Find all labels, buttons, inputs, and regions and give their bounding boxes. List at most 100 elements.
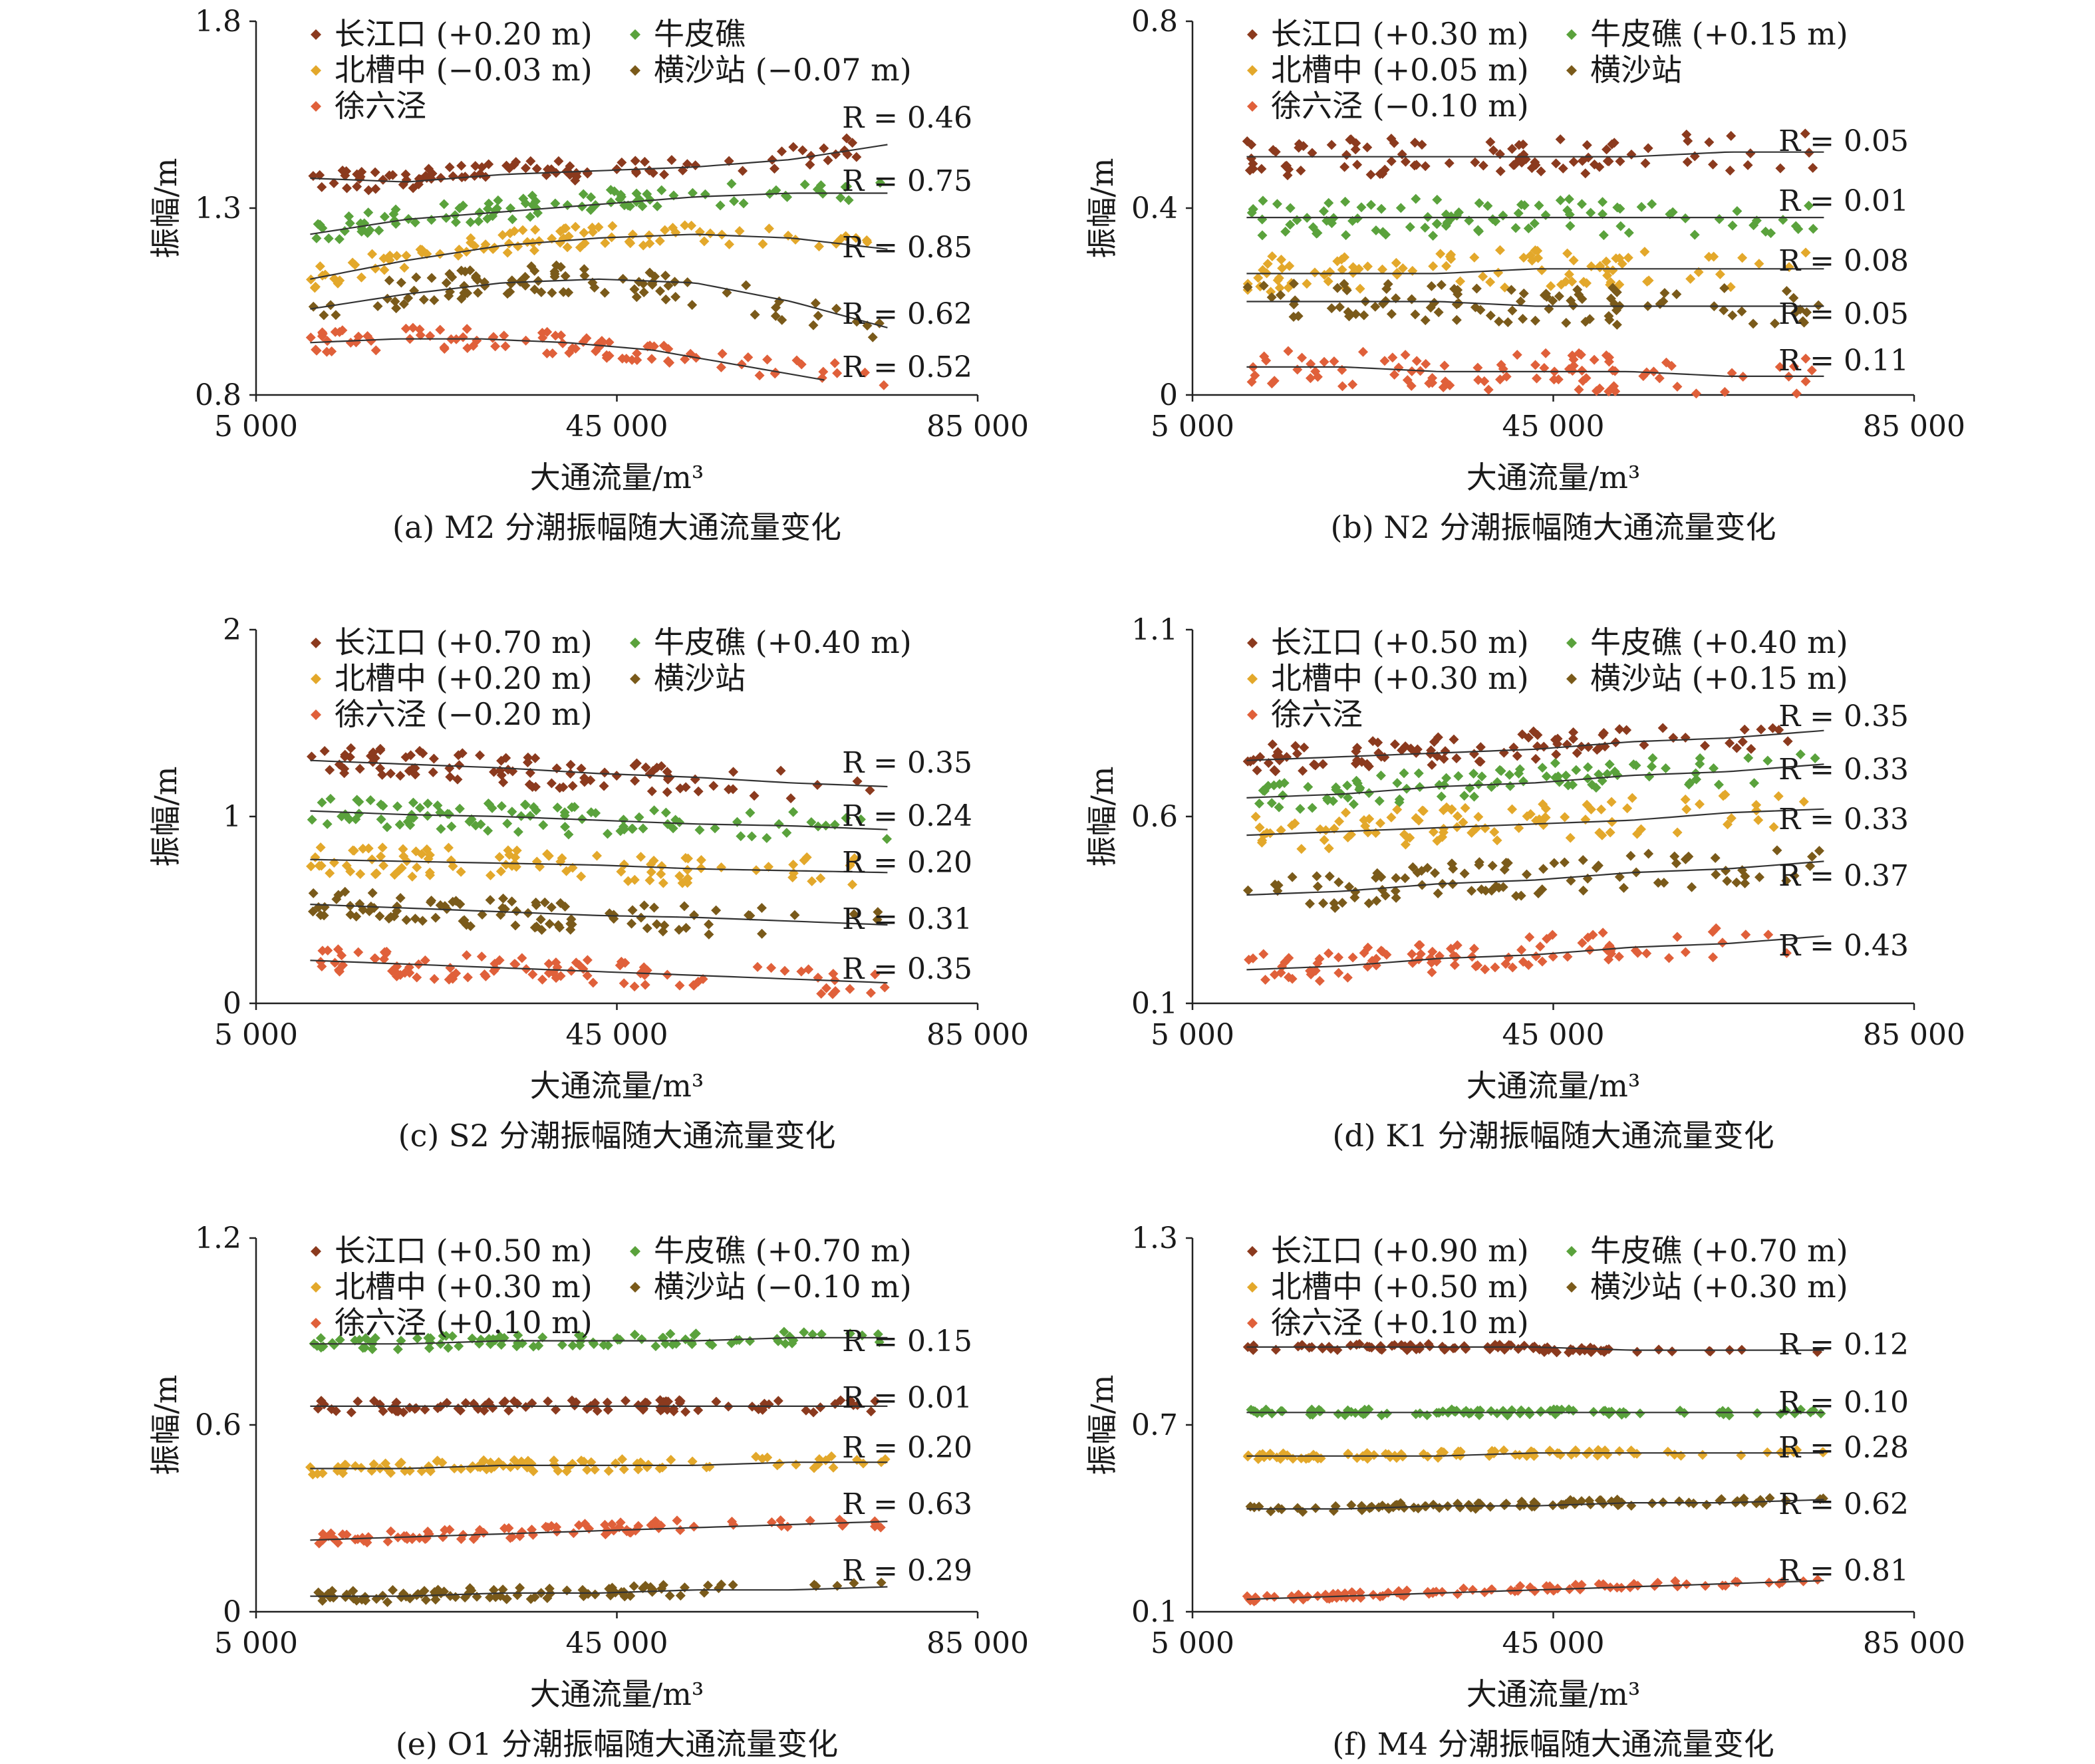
data-point	[1447, 879, 1458, 890]
data-point	[1722, 819, 1733, 830]
fit-line	[1246, 729, 1824, 761]
data-point	[1431, 1586, 1441, 1597]
data-point	[382, 1536, 393, 1547]
data-point	[1342, 972, 1353, 983]
data-point	[435, 1338, 446, 1349]
data-point	[356, 1462, 366, 1473]
data-point	[554, 922, 565, 933]
data-point	[331, 1406, 341, 1416]
data-point	[392, 251, 402, 261]
data-point	[1324, 197, 1334, 208]
data-point	[498, 1398, 509, 1408]
data-point	[1441, 261, 1452, 271]
data-point	[430, 912, 441, 923]
data-point	[1350, 144, 1361, 155]
data-point	[674, 1395, 684, 1406]
series-3	[1245, 1493, 1828, 1517]
data-point	[1435, 249, 1446, 259]
data-point	[1671, 858, 1682, 868]
data-point	[1417, 140, 1427, 150]
data-point	[464, 1587, 474, 1598]
data-point	[1507, 962, 1518, 973]
data-point	[339, 226, 350, 237]
data-point	[1356, 202, 1367, 213]
data-point	[1427, 946, 1438, 957]
x-tick-label: 85 000	[926, 1626, 1029, 1660]
data-point	[425, 1333, 436, 1344]
data-point	[1358, 346, 1369, 357]
y-axis-label: 振幅/m	[1084, 766, 1120, 866]
r-value-label: R = 0.52	[842, 350, 972, 384]
data-point	[567, 1395, 577, 1406]
data-point	[662, 819, 673, 829]
data-point	[1672, 1581, 1683, 1592]
legend-marker-icon	[311, 674, 321, 684]
y-tick-label: 0.8	[1131, 5, 1178, 39]
data-point	[693, 1405, 704, 1416]
data-point	[504, 163, 515, 174]
data-point	[356, 272, 366, 283]
data-point	[1550, 773, 1561, 783]
data-point	[1342, 780, 1353, 791]
data-point	[1746, 743, 1756, 754]
data-point	[1391, 257, 1401, 268]
data-point	[535, 914, 546, 925]
data-point	[551, 260, 562, 271]
y-tick-label: 0.6	[1131, 800, 1178, 834]
series-4	[310, 1515, 888, 1549]
data-point	[350, 1335, 360, 1346]
data-point	[1770, 318, 1780, 329]
data-point	[337, 811, 347, 822]
data-point	[1390, 886, 1401, 896]
data-point	[483, 825, 493, 836]
data-point	[1270, 969, 1280, 980]
x-tick-label: 45 000	[1502, 1626, 1605, 1660]
data-point	[1564, 1347, 1574, 1358]
data-point	[500, 341, 511, 352]
data-point	[758, 239, 768, 249]
fit-line	[1246, 1499, 1824, 1510]
data-point	[1695, 759, 1705, 769]
data-point	[710, 823, 720, 834]
data-point	[422, 811, 433, 821]
data-point	[773, 819, 784, 829]
data-point	[1334, 816, 1345, 826]
data-point	[567, 781, 578, 791]
data-point	[420, 1404, 430, 1415]
data-point	[337, 165, 348, 176]
data-point	[443, 842, 454, 853]
data-point	[498, 777, 509, 788]
data-point	[1789, 361, 1800, 372]
fit-line	[310, 1586, 888, 1597]
data-point	[1536, 166, 1546, 177]
data-point	[1715, 269, 1725, 279]
data-point	[1565, 1495, 1576, 1505]
data-point	[498, 893, 509, 904]
data-point	[1363, 761, 1374, 772]
data-point	[616, 956, 627, 967]
data-point	[1602, 144, 1612, 155]
data-point	[1536, 265, 1547, 275]
r-value-label: R = 0.28	[1778, 1431, 1909, 1465]
data-point	[1405, 743, 1416, 754]
data-point	[1276, 255, 1286, 265]
data-point	[1726, 130, 1737, 141]
data-point	[1397, 263, 1408, 273]
data-point	[789, 910, 800, 920]
data-point	[315, 261, 325, 271]
data-point	[716, 1579, 727, 1590]
data-point	[452, 774, 463, 785]
data-point	[352, 1396, 363, 1407]
data-point	[556, 330, 567, 340]
data-point	[1719, 386, 1730, 397]
data-point	[1680, 854, 1691, 864]
data-point	[367, 1344, 378, 1354]
data-point	[1288, 279, 1299, 289]
data-point	[621, 1396, 631, 1406]
data-point	[734, 226, 745, 237]
data-point	[480, 971, 491, 981]
data-point	[660, 807, 671, 818]
data-point	[679, 901, 690, 912]
data-point	[331, 310, 341, 320]
